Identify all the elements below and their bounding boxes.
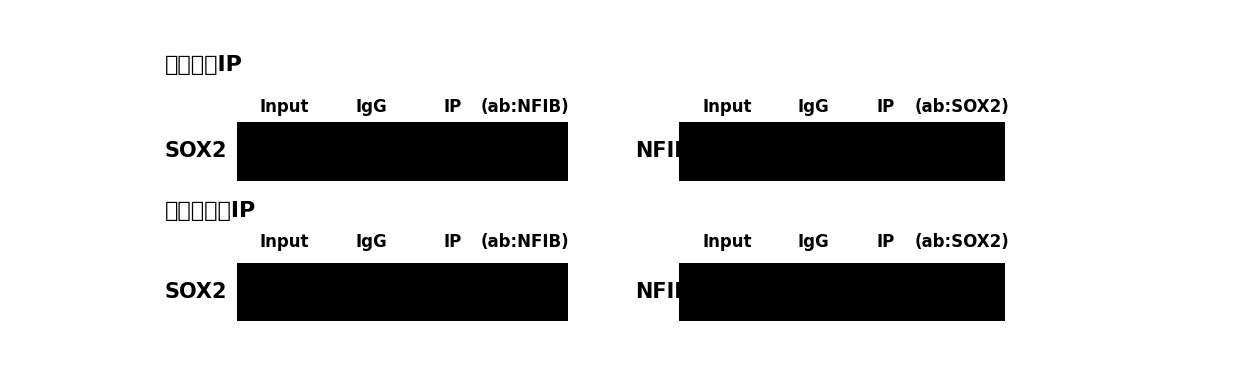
Text: IP: IP [444,233,463,251]
Text: IP: IP [877,233,894,251]
Text: NFIB: NFIB [635,282,691,302]
Text: NFIB: NFIB [635,141,691,161]
Text: IgG: IgG [356,98,387,116]
Text: Input: Input [702,233,751,251]
Bar [237,122,568,181]
Text: Input: Input [260,98,310,116]
Text: 肺癌细胞内IP: 肺癌细胞内IP [165,201,255,221]
Text: SOX2: SOX2 [165,282,227,302]
Text: Input: Input [260,233,310,251]
Text: SOX2: SOX2 [165,141,227,161]
Bar [678,122,1006,181]
Text: 肺癌组総IP: 肺癌组総IP [165,54,243,75]
Bar [237,263,568,322]
Text: IgG: IgG [797,233,830,251]
Text: IgG: IgG [356,233,387,251]
Bar [678,263,1006,322]
Text: (ab:SOX2): (ab:SOX2) [915,98,1009,116]
Text: IP: IP [877,98,894,116]
Text: Input: Input [702,98,751,116]
Text: (ab:NFIB): (ab:NFIB) [481,98,569,116]
Text: (ab:SOX2): (ab:SOX2) [915,233,1009,251]
Text: IP: IP [444,98,463,116]
Text: (ab:NFIB): (ab:NFIB) [481,233,569,251]
Text: IgG: IgG [797,98,830,116]
